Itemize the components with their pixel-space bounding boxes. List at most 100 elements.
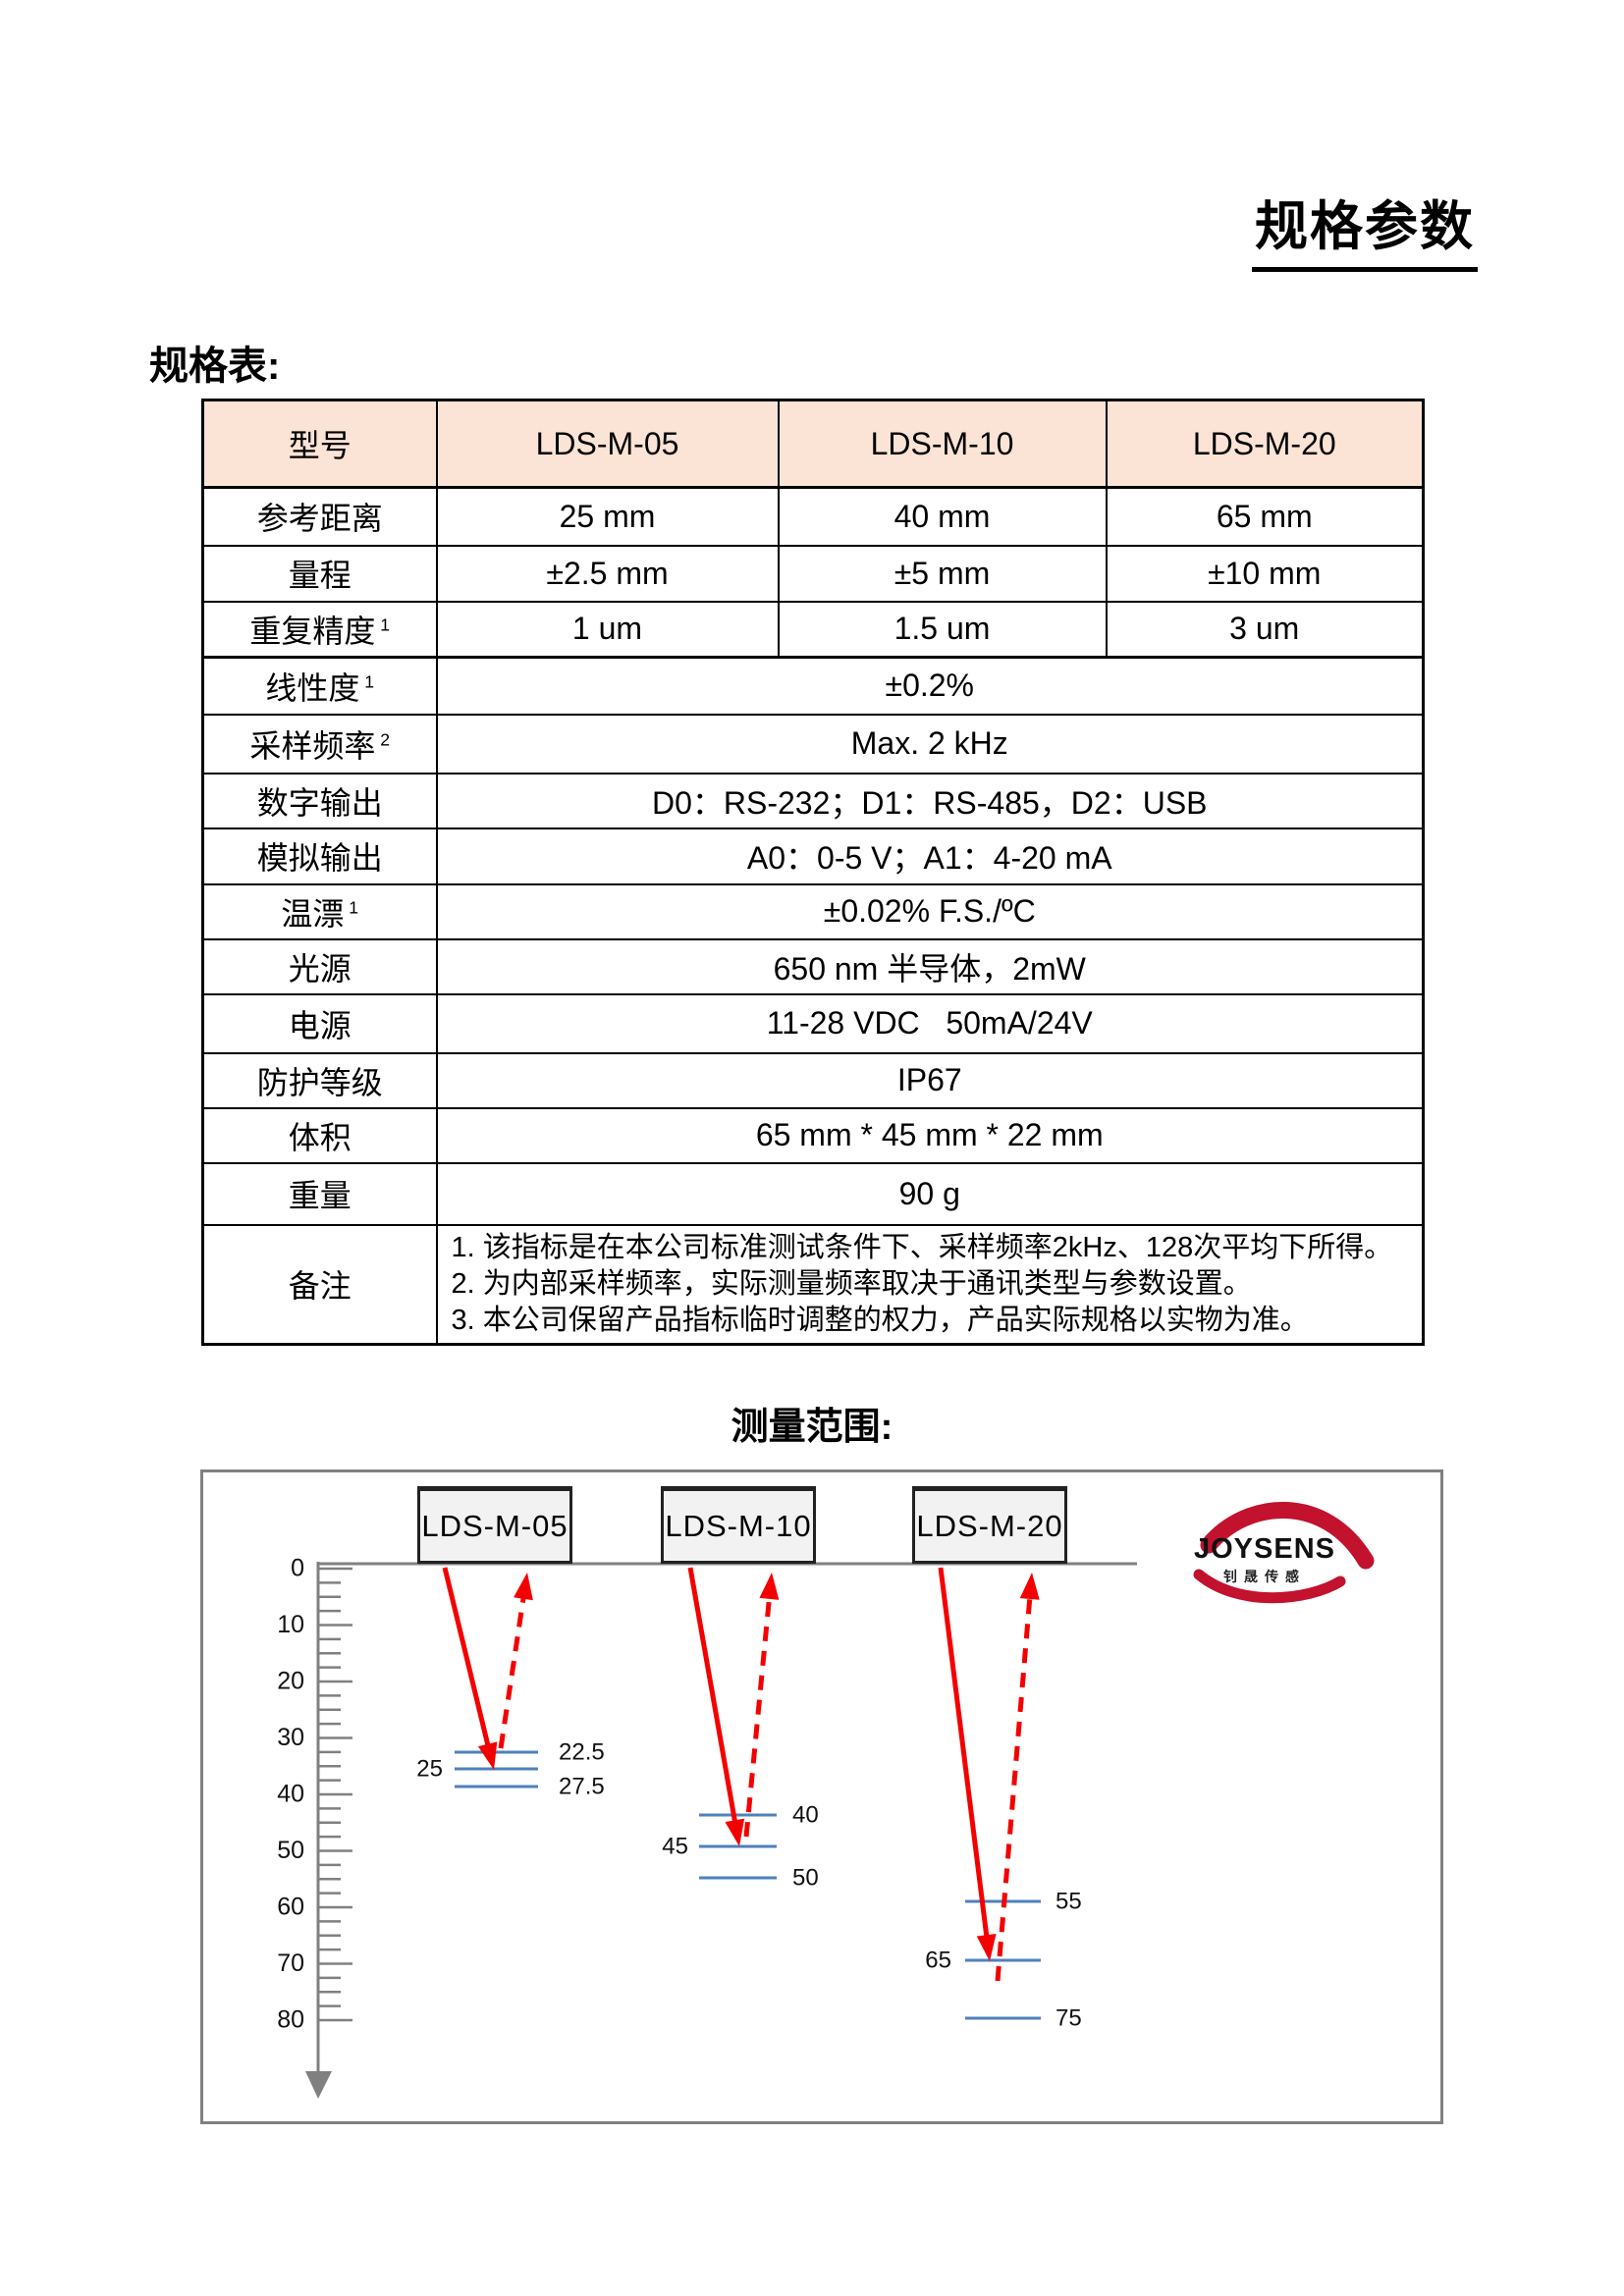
laser-emit-arrow-head <box>725 1818 745 1846</box>
spec-value-cell: ±2.5 mm <box>435 544 780 603</box>
logo-swoosh-icon <box>1193 1501 1375 1604</box>
laser-emit-arrow <box>442 1567 493 1754</box>
spec-merged-value-cell: Max. 2 kHz <box>435 713 1425 774</box>
table-row: 体积 65 mm * 45 mm * 22 mm <box>201 1106 1425 1164</box>
laser-emit-arrow <box>687 1567 739 1830</box>
ruler-tick-label: 30 <box>277 1724 304 1751</box>
near-limit-label: 40 <box>792 1801 819 1828</box>
laser-emit-arrow-head <box>477 1741 498 1770</box>
row-label-cell: 采样频率 2 <box>201 713 438 774</box>
measurement-range-diagram: 0 10 20 30 40 50 60 70 80 25 22.5 27.5 45 40 50 65 55 75 … <box>200 1469 1443 2124</box>
ruler-tick-label: 70 <box>277 1949 304 1977</box>
laser-return-arrow-head <box>759 1573 780 1600</box>
table-row: 重量 90 g <box>201 1161 1425 1226</box>
ruler-tick-label: 50 <box>277 1837 304 1864</box>
row-label-cell: 重量 <box>201 1161 438 1226</box>
near-limit-label: 22.5 <box>559 1738 605 1765</box>
row-label-cell: 光源 <box>201 937 438 995</box>
ruler-tick-label: 80 <box>277 2006 304 2034</box>
ruler-axis-arrowhead <box>305 2071 332 2099</box>
table-row: 数字输出 D0：RS-232；D1：RS-485，D2：USB <box>201 772 1425 829</box>
ruler-tick-label: 10 <box>277 1611 304 1638</box>
note-line: 2. 为内部采样频率，实际测量频率取决于通讯类型与参数设置。 <box>451 1267 1252 1300</box>
note-line: 3. 本公司保留产品指标临时调整的权力，产品实际规格以实物为准。 <box>451 1304 1309 1336</box>
logo-subtitle-text: 钊晟传感 <box>1223 1569 1306 1584</box>
page-title: 规格参数 <box>1252 183 1478 272</box>
table-row: 电源 11-28 VDC 50mA/24V <box>201 992 1425 1054</box>
spec-merged-value-cell: A0：0-5 V；A1：4-20 mA <box>435 827 1425 885</box>
ruler-tick-label: 20 <box>277 1668 304 1695</box>
spec-merged-value-cell: ±0.2% <box>435 656 1425 716</box>
spec-value-cell: ±10 mm <box>1105 544 1425 603</box>
laser-return-arrow <box>743 1589 773 1838</box>
sensor-box-lds-m-20: LDS-M-20 <box>912 1486 1067 1564</box>
row-label-cell: 线性度 1 <box>201 656 438 716</box>
spec-table-heading: 规格表: <box>149 345 281 388</box>
header-cell-lds-m-20: LDS-M-20 <box>1105 399 1425 489</box>
table-row: 备注 1. 该指标是在本公司标准测试条件下、采样频率2kHz、128次平均下所得。… <box>201 1223 1425 1345</box>
table-row: 温漂 1 ±0.02% F.S./ºC <box>201 882 1425 940</box>
row-label-cell: 量程 <box>201 544 438 603</box>
spec-merged-value-cell: IP67 <box>435 1051 1425 1109</box>
table-row: 模拟输出 A0：0-5 V；A1：4-20 mA <box>201 827 1425 885</box>
footnote-marker: 1 <box>344 896 359 917</box>
footnote-marker: 1 <box>359 671 375 692</box>
footnote-marker: 1 <box>375 614 391 635</box>
table-row: 光源 650 nm 半导体，2mW <box>201 937 1425 995</box>
reference-distance-label: 45 <box>662 1833 688 1859</box>
spec-merged-value-cell: 650 nm 半导体，2mW <box>435 937 1425 995</box>
measure-range-heading: 测量范围: <box>731 1407 893 1448</box>
row-label-cell: 备注 <box>201 1223 438 1345</box>
row-label-cell: 体积 <box>201 1106 438 1164</box>
joysens-logo: JOYSENS 钊晟传感 <box>1185 1500 1381 1610</box>
spec-table: 型号 LDS-M-05 LDS-M-10 LDS-M-20 参考距离 25 mm 40 m… <box>201 399 1425 1346</box>
far-limit-label: 75 <box>1056 2004 1082 2031</box>
ruler-tick-label: 60 <box>277 1894 304 1921</box>
header-cell-lds-m-05: LDS-M-05 <box>435 399 780 489</box>
row-label-cell: 防护等级 <box>201 1051 438 1109</box>
laser-return-arrow-head <box>514 1573 533 1601</box>
laser-return-arrow-head <box>1019 1573 1040 1600</box>
spec-merged-value-cell: 90 g <box>435 1161 1425 1226</box>
reference-distance-label: 65 <box>925 1947 951 1973</box>
spec-value-cell: 65 mm <box>1105 486 1425 547</box>
sensor-model-label: LDS-M-20 <box>916 1508 1063 1543</box>
spec-value-cell: ±5 mm <box>777 544 1108 603</box>
laser-return-arrow <box>498 1589 527 1749</box>
note-line: 1. 该指标是在本公司标准测试条件下、采样频率2kHz、128次平均下所得。 <box>451 1231 1393 1263</box>
footnote-marker: 2 <box>375 728 391 749</box>
logo-brand-text: JOYSENS <box>1194 1533 1335 1565</box>
laser-emit-arrow-head <box>976 1933 997 1961</box>
spec-table-body: 参考距离 25 mm 40 mm 65 mm 量程 ±2.5 mm ±5 mm ±10 mm 重… <box>201 486 1425 1345</box>
sensor-model-label: LDS-M-10 <box>665 1508 812 1543</box>
header-cell-lds-m-10: LDS-M-10 <box>777 399 1108 489</box>
row-label-cell: 参考距离 <box>201 486 438 547</box>
table-row: 参考距离 25 mm 40 mm 65 mm <box>201 486 1425 547</box>
table-row: 采样频率 2 Max. 2 kHz <box>201 713 1425 774</box>
table-row: 量程 ±2.5 mm ±5 mm ±10 mm <box>201 544 1425 603</box>
spec-value-cell: 3 um <box>1105 600 1425 659</box>
sensor-box-lds-m-10: LDS-M-10 <box>661 1486 816 1564</box>
row-label-cell: 温漂 1 <box>201 882 438 940</box>
ruler-tick-label: 40 <box>277 1781 304 1808</box>
table-row: 防护等级 IP67 <box>201 1051 1425 1109</box>
spec-merged-value-cell: 11-28 VDC 50mA/24V <box>435 992 1425 1054</box>
row-label-cell: 数字输出 <box>201 772 438 829</box>
row-label-cell: 电源 <box>201 992 438 1054</box>
row-label-cell: 模拟输出 <box>201 827 438 885</box>
laser-emit-arrow <box>938 1567 991 1945</box>
far-limit-label: 50 <box>792 1864 819 1891</box>
measurement-range-canvas: 0 10 20 30 40 50 60 70 80 25 22.5 27.5 45 40 50 65 55 75 <box>277 1555 1137 2099</box>
reference-distance-label: 25 <box>416 1755 443 1782</box>
sensor-model-label: LDS-M-05 <box>421 1508 568 1543</box>
notes-cell: 1. 该指标是在本公司标准测试条件下、采样频率2kHz、128次平均下所得。 2.… <box>435 1223 1425 1345</box>
near-limit-label: 55 <box>1056 1888 1082 1914</box>
laser-return-arrow <box>995 1589 1033 1982</box>
row-label-cell: 重复精度 1 <box>201 600 438 659</box>
spec-value-cell: 40 mm <box>777 486 1108 547</box>
header-cell-model: 型号 <box>201 399 438 489</box>
ruler-tick-label: 0 <box>291 1555 304 1582</box>
spec-merged-value-cell: 65 mm * 45 mm * 22 mm <box>435 1106 1425 1164</box>
